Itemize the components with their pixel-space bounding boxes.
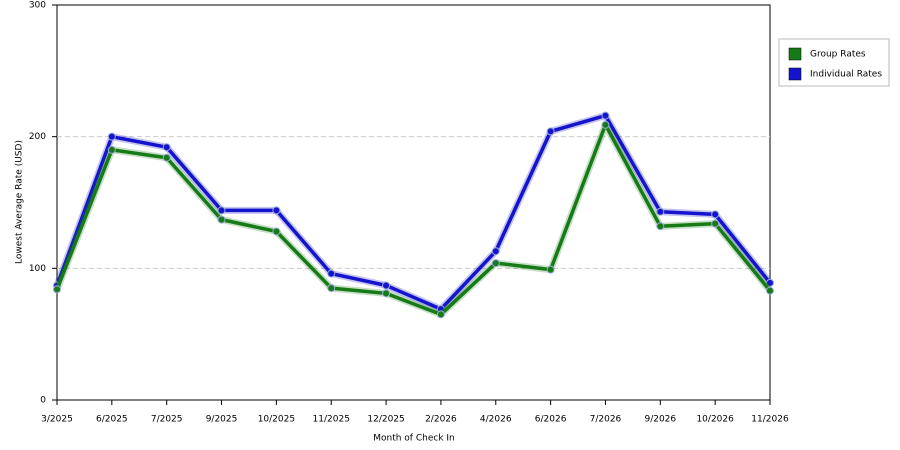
series-line	[55, 123, 772, 317]
data-point	[107, 145, 116, 154]
x-tick-label: 9/2026	[644, 415, 676, 425]
x-tick-label: 2/2026	[425, 415, 457, 425]
data-point	[656, 207, 665, 216]
legend-label: Individual Rates	[810, 70, 882, 80]
y-tick-label: 100	[29, 264, 46, 274]
data-point	[382, 289, 391, 298]
legend-swatch	[788, 67, 802, 81]
x-tick-label: 3/2025	[41, 415, 73, 425]
y-axis-label: Lowest Average Rate (USD)	[15, 140, 25, 264]
data-point	[491, 247, 500, 256]
data-point	[162, 153, 171, 162]
data-point	[327, 284, 336, 293]
data-point	[711, 219, 720, 228]
data-point	[272, 206, 281, 215]
y-tick-label: 0	[40, 396, 46, 406]
x-tick-label: 11/2025	[313, 415, 350, 425]
data-point	[327, 269, 336, 278]
data-point	[436, 310, 445, 319]
data-point	[217, 206, 226, 215]
data-point	[601, 111, 610, 120]
y-tick-label: 300	[29, 1, 46, 11]
data-point	[766, 286, 774, 295]
data-point	[217, 215, 226, 224]
data-point	[382, 281, 391, 290]
data-point	[107, 132, 116, 141]
data-point	[53, 285, 61, 294]
x-tick-label: 10/2025	[258, 415, 295, 425]
data-point	[656, 222, 665, 231]
legend-label: Group Rates	[810, 50, 866, 60]
x-tick-label: 11/2026	[751, 415, 789, 425]
data-point	[601, 120, 610, 129]
x-tick-label: 10/2026	[696, 415, 734, 425]
x-tick-label: 7/2026	[590, 415, 622, 425]
data-point	[766, 278, 774, 287]
x-axis-label: Month of Check In	[373, 434, 455, 444]
x-tick-label: 9/2025	[206, 415, 238, 425]
data-point	[546, 265, 555, 274]
data-point	[491, 259, 500, 268]
legend-swatch	[788, 47, 802, 61]
data-point	[162, 143, 171, 152]
data-point	[272, 227, 281, 236]
x-tick-label: 4/2026	[480, 415, 512, 425]
x-tick-label: 7/2025	[151, 415, 183, 425]
x-tick-label: 6/2026	[535, 415, 567, 425]
series-line	[55, 113, 772, 311]
data-point	[711, 210, 720, 219]
data-point	[546, 127, 555, 136]
plot-area	[56, 4, 771, 401]
y-tick-label: 200	[29, 132, 46, 142]
x-tick-label: 12/2025	[367, 415, 404, 425]
x-tick-label: 6/2025	[96, 415, 128, 425]
